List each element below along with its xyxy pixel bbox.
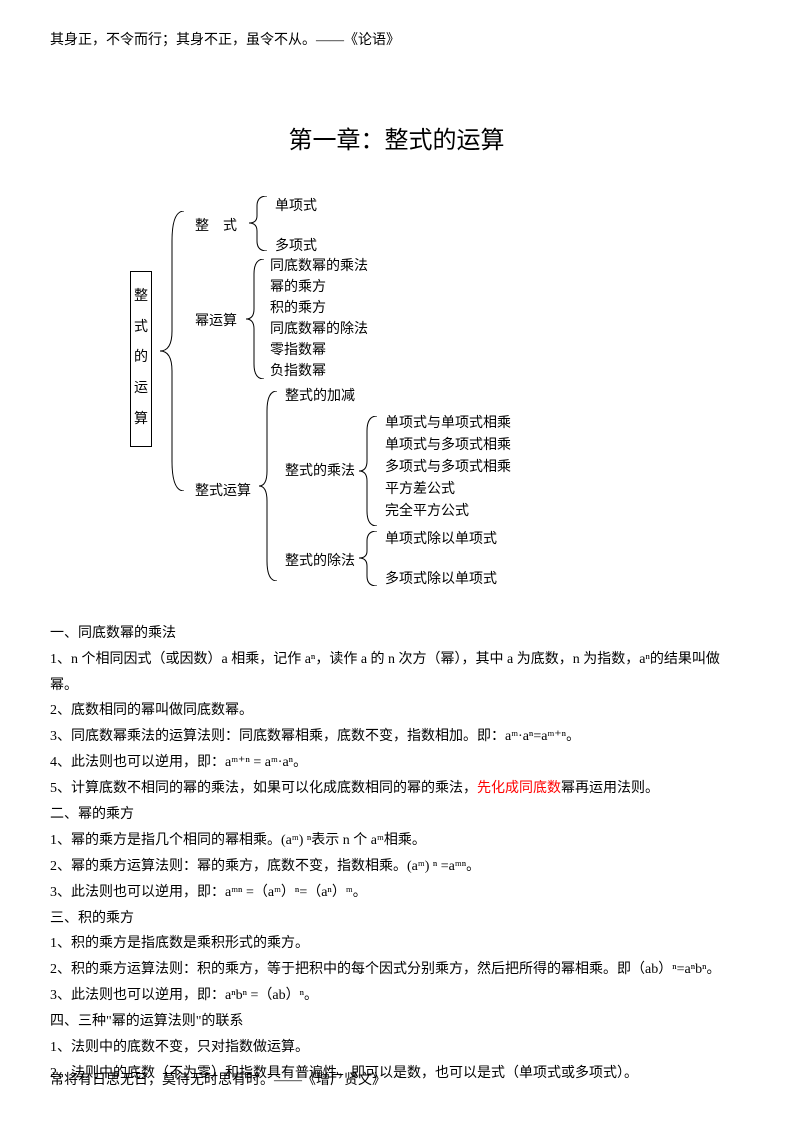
section-title: 一、同底数幂的乘法 (50, 621, 743, 647)
root-char: 的 (134, 343, 148, 374)
root-char: 整 (134, 282, 148, 313)
node-leaf: 单项式与多项式相乘 (385, 435, 511, 457)
diagram-root-box: 整 式 的 运 算 (130, 271, 152, 447)
node-leaf: 完全平方公式 (385, 501, 469, 523)
node-chengfa: 整式的乘法 (285, 461, 355, 483)
chapter-title: 第一章：整式的运算 (50, 122, 743, 160)
footer-quote: 常将有日思无日，莫待无时思有时。——《增广贤文》 (50, 1070, 386, 1092)
content-line: 3、同底数幂乘法的运算法则：同底数幂相乘，底数不变，指数相加。即：aᵐ·aⁿ=a… (50, 724, 743, 750)
node-jiajian: 整式的加减 (285, 386, 355, 408)
root-char: 式 (134, 313, 148, 344)
node-leaf: 同底数幂的除法 (270, 319, 368, 341)
node-leaf: 幂的乘方 (270, 277, 326, 299)
node-leaf: 多项式除以单项式 (385, 569, 497, 591)
node-zhengshi: 整 式 (195, 216, 237, 238)
root-char: 运 (134, 374, 148, 405)
node-zhengshiyunsuan: 整式运算 (195, 481, 251, 503)
concept-diagram: 整 式 的 运 算 整 式 幂运算 整式运算 单项式 多项式 同底数幂的乘法 幂… (130, 201, 743, 591)
brace-icon (355, 416, 385, 526)
node-leaf: 多项式与多项式相乘 (385, 457, 511, 479)
brace-icon (242, 259, 272, 379)
node-leaf: 单项式 (275, 196, 317, 218)
node-chufa: 整式的除法 (285, 551, 355, 573)
content-line: 3、此法则也可以逆用，即：aⁿbⁿ =（ab）ⁿ。 (50, 983, 743, 1009)
header-quote: 其身正，不令而行；其身不正，虽令不从。——《论语》 (50, 30, 743, 52)
content-body: 一、同底数幂的乘法 1、n 个相同因式（或因数）a 相乘，记作 aⁿ，读作 a … (50, 621, 743, 1087)
content-line: 1、法则中的底数不变，只对指数做运算。 (50, 1035, 743, 1061)
node-leaf: 单项式与单项式相乘 (385, 413, 511, 435)
node-leaf: 同底数幂的乘法 (270, 256, 368, 278)
content-line: 4、此法则也可以逆用，即：aᵐ⁺ⁿ = aᵐ·aⁿ。 (50, 750, 743, 776)
content-line: 2、积的乘方运算法则：积的乘方，等于把积中的每个因式分别乘方，然后把所得的幂相乘… (50, 957, 743, 983)
root-char: 算 (134, 405, 148, 436)
node-leaf: 负指数幂 (270, 361, 326, 383)
content-line: 2、幂的乘方运算法则：幂的乘方，底数不变，指数相乘。(aᵐ) ⁿ =aᵐⁿ。 (50, 854, 743, 880)
content-line: 5、计算底数不相同的幂的乘法，如果可以化成底数相同的幂的乘法，先化成同底数幂再运… (50, 776, 743, 802)
brace-icon (154, 211, 194, 491)
section-title: 三、积的乘方 (50, 906, 743, 932)
node-leaf: 单项式除以单项式 (385, 529, 497, 551)
highlight-text: 先化成同底数 (477, 781, 561, 796)
content-line: 3、此法则也可以逆用，即：aᵐⁿ =（aᵐ）ⁿ=（aⁿ）ᵐ。 (50, 880, 743, 906)
node-miyunsuan: 幂运算 (195, 311, 237, 333)
content-line: 1、n 个相同因式（或因数）a 相乘，记作 aⁿ，读作 a 的 n 次方（幂），… (50, 647, 743, 699)
content-line: 1、积的乘方是指底数是乘积形式的乘方。 (50, 931, 743, 957)
node-leaf: 平方差公式 (385, 479, 455, 501)
content-line: 2、底数相同的幂叫做同底数幂。 (50, 698, 743, 724)
section-title: 二、幂的乘方 (50, 802, 743, 828)
section-title: 四、三种"幂的运算法则"的联系 (50, 1009, 743, 1035)
node-leaf: 积的乘方 (270, 298, 326, 320)
node-leaf: 零指数幂 (270, 340, 326, 362)
brace-icon (245, 196, 275, 251)
brace-icon (255, 391, 285, 581)
brace-icon (355, 531, 385, 586)
content-line: 1、幂的乘方是指几个相同的幂相乘。(aᵐ) ⁿ表示 n 个 aᵐ相乘。 (50, 828, 743, 854)
